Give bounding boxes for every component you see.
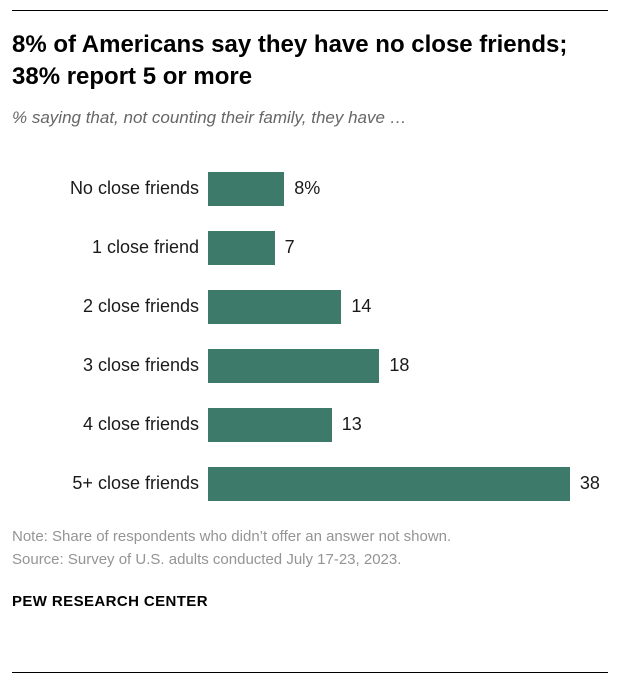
chart-notes: Note: Share of respondents who didn’t of…: [12, 525, 608, 572]
bar: [208, 171, 285, 206]
bar-track: 14: [208, 289, 608, 324]
bar-row: 5+ close friends 38: [12, 466, 608, 501]
bar: [208, 466, 570, 501]
bottom-divider: [12, 672, 608, 673]
bar-row: 1 close friend 7: [12, 230, 608, 265]
source-line: Source: Survey of U.S. adults conducted …: [12, 551, 402, 569]
value-label: 18: [389, 355, 410, 376]
category-label: No close friends: [69, 178, 199, 199]
chart-subtitle: % saying that, not counting their family…: [12, 107, 407, 127]
category-label: 3 close friends: [82, 355, 199, 376]
bar-row: 4 close friends 13: [12, 407, 608, 442]
category-label: 1 close friend: [91, 237, 199, 258]
brand-footer: PEW RESEARCH CENTER: [12, 593, 208, 611]
bar-chart: No close friends 8% 1 close friend 7 2 c…: [12, 171, 608, 501]
bar-row: 3 close friends 18: [12, 348, 608, 383]
bar: [208, 289, 342, 324]
bar-track: 38: [208, 466, 608, 501]
bar: [208, 407, 332, 442]
chart-title: 8% of Americans say they have no close f…: [12, 31, 568, 91]
bar-track: 7: [208, 230, 608, 265]
category-label: 4 close friends: [82, 414, 199, 435]
value-label: 14: [351, 296, 372, 317]
category-label: 5+ close friends: [72, 473, 199, 494]
bar-row: No close friends 8%: [12, 171, 608, 206]
value-label: 8%: [294, 178, 321, 199]
bar-track: 13: [208, 407, 608, 442]
bar: [208, 230, 275, 265]
bar-row: 2 close friends 14: [12, 289, 608, 324]
value-label: 13: [341, 414, 362, 435]
bar-track: 8%: [208, 171, 608, 206]
value-label: 7: [284, 237, 295, 258]
category-label: 2 close friends: [82, 296, 199, 317]
note-line: Note: Share of respondents who didn’t of…: [12, 527, 452, 545]
top-divider: [12, 10, 608, 11]
bar: [208, 348, 380, 383]
value-label: 38: [579, 473, 600, 494]
bar-track: 18: [208, 348, 608, 383]
